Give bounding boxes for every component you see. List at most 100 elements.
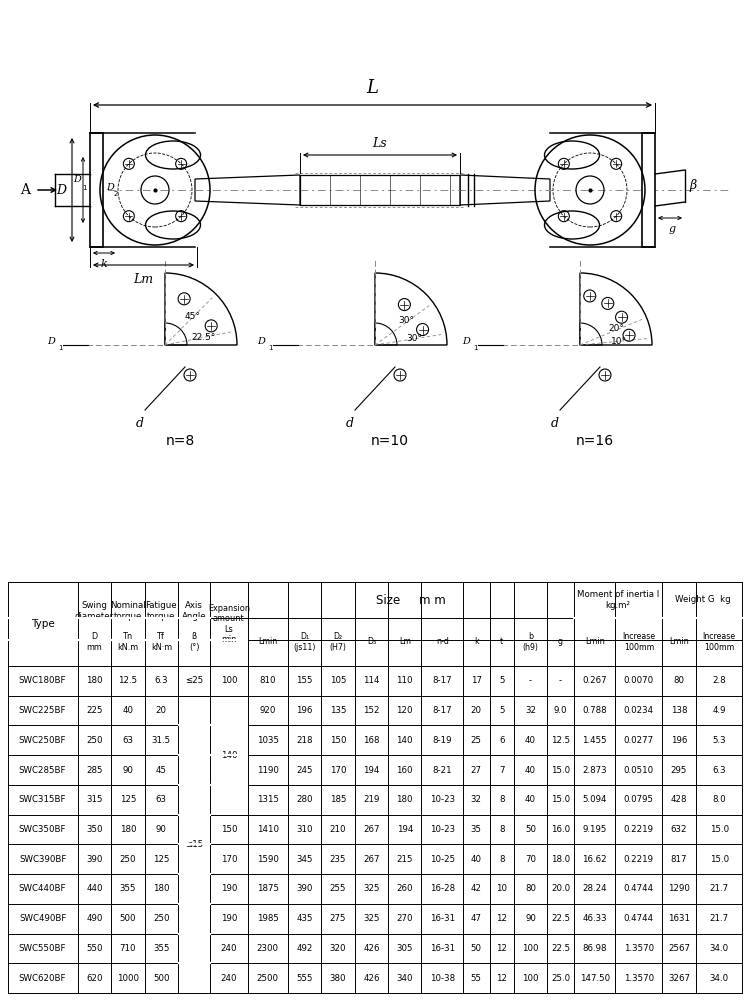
Text: k: k xyxy=(474,638,478,647)
Text: Size     m m: Size m m xyxy=(376,593,446,606)
Text: 267: 267 xyxy=(363,825,380,834)
Text: 28.24: 28.24 xyxy=(583,884,607,893)
Text: 1.3570: 1.3570 xyxy=(624,974,654,983)
Text: 0.0277: 0.0277 xyxy=(624,736,654,745)
Text: 25.0: 25.0 xyxy=(551,974,570,983)
Text: 12: 12 xyxy=(496,974,507,983)
Text: 12.5: 12.5 xyxy=(118,676,137,685)
Text: 920: 920 xyxy=(260,706,276,715)
Text: 168: 168 xyxy=(363,736,380,745)
Text: 390: 390 xyxy=(86,855,103,864)
Text: 0.2219: 0.2219 xyxy=(624,855,654,864)
Text: 0.267: 0.267 xyxy=(583,676,607,685)
Text: 6: 6 xyxy=(499,736,505,745)
Text: 105: 105 xyxy=(330,676,346,685)
Text: 0.0070: 0.0070 xyxy=(624,676,654,685)
Text: 15.0: 15.0 xyxy=(710,825,729,834)
Text: 47: 47 xyxy=(471,914,482,923)
Text: Axis
Angle: Axis Angle xyxy=(182,601,206,621)
Text: 1410: 1410 xyxy=(256,825,279,834)
Text: SWC550BF: SWC550BF xyxy=(19,944,66,953)
Text: 1631: 1631 xyxy=(668,914,690,923)
Text: 8-17: 8-17 xyxy=(433,706,452,715)
Text: 6.3: 6.3 xyxy=(712,766,726,775)
Text: 125: 125 xyxy=(153,855,170,864)
Text: 0.788: 0.788 xyxy=(583,706,607,715)
Text: 275: 275 xyxy=(330,914,346,923)
Text: Increase
100mm: Increase 100mm xyxy=(622,632,656,652)
Text: SWC285BF: SWC285BF xyxy=(19,766,66,775)
Text: 295: 295 xyxy=(670,766,687,775)
Text: 490: 490 xyxy=(86,914,103,923)
Text: β: β xyxy=(689,178,696,192)
Text: 245: 245 xyxy=(296,766,313,775)
Text: 185: 185 xyxy=(330,795,346,804)
Text: 1: 1 xyxy=(82,185,86,191)
Text: 10-38: 10-38 xyxy=(430,974,454,983)
Text: Weight G  kg: Weight G kg xyxy=(674,595,730,604)
Text: 15.0: 15.0 xyxy=(710,855,729,864)
Text: 0.0234: 0.0234 xyxy=(624,706,654,715)
Text: 5.3: 5.3 xyxy=(712,736,726,745)
Text: 40: 40 xyxy=(525,795,536,804)
Text: 63: 63 xyxy=(122,736,134,745)
Text: 20°: 20° xyxy=(608,324,624,333)
Text: Moment of inertia I
kg.m²: Moment of inertia I kg.m² xyxy=(577,590,659,610)
Text: 50: 50 xyxy=(525,825,536,834)
Text: 34.0: 34.0 xyxy=(710,944,729,953)
Text: SWC440BF: SWC440BF xyxy=(19,884,66,893)
Text: 18.0: 18.0 xyxy=(551,855,570,864)
Text: 340: 340 xyxy=(397,974,413,983)
Text: 3267: 3267 xyxy=(668,974,690,983)
Text: 90: 90 xyxy=(525,914,536,923)
Text: d: d xyxy=(136,417,144,430)
Text: 8: 8 xyxy=(499,855,505,864)
Text: 632: 632 xyxy=(670,825,687,834)
Text: Lm: Lm xyxy=(134,273,154,286)
Text: 310: 310 xyxy=(296,825,313,834)
Text: SWC250BF: SWC250BF xyxy=(19,736,66,745)
Text: 32: 32 xyxy=(471,795,482,804)
Text: 40: 40 xyxy=(525,766,536,775)
Text: 22.5: 22.5 xyxy=(551,944,570,953)
Text: 9.195: 9.195 xyxy=(583,825,607,834)
Text: 22.5°: 22.5° xyxy=(192,333,216,342)
Text: 114: 114 xyxy=(363,676,380,685)
Text: 5: 5 xyxy=(499,706,505,715)
Text: n-d: n-d xyxy=(436,638,448,647)
Text: SWC350BF: SWC350BF xyxy=(19,825,66,834)
Text: 2: 2 xyxy=(114,191,118,197)
Text: 16.62: 16.62 xyxy=(583,855,607,864)
Text: 426: 426 xyxy=(363,944,380,953)
Ellipse shape xyxy=(146,211,200,239)
Text: 17: 17 xyxy=(471,676,482,685)
Text: Lmin: Lmin xyxy=(669,638,689,647)
Polygon shape xyxy=(642,133,655,247)
Text: g: g xyxy=(558,638,563,647)
Text: 22.5: 22.5 xyxy=(551,914,570,923)
Text: 255: 255 xyxy=(330,884,346,893)
Text: 9.0: 9.0 xyxy=(554,706,567,715)
Text: t: t xyxy=(500,638,503,647)
Text: 285: 285 xyxy=(86,766,103,775)
Text: n=10: n=10 xyxy=(371,434,409,448)
Text: -: - xyxy=(559,676,562,685)
Text: 170: 170 xyxy=(220,855,237,864)
Text: 390: 390 xyxy=(296,884,313,893)
Text: SWC180BF: SWC180BF xyxy=(19,676,66,685)
Text: 27: 27 xyxy=(471,766,482,775)
Text: 1190: 1190 xyxy=(256,766,278,775)
Text: 250: 250 xyxy=(86,736,103,745)
Text: 240: 240 xyxy=(220,944,237,953)
Text: 2300: 2300 xyxy=(256,944,279,953)
Text: d: d xyxy=(551,417,559,430)
Text: Nominal
torque: Nominal torque xyxy=(110,601,146,621)
Text: 0.2219: 0.2219 xyxy=(624,825,654,834)
Text: 40: 40 xyxy=(471,855,482,864)
Text: 2500: 2500 xyxy=(256,974,279,983)
Text: 180: 180 xyxy=(86,676,103,685)
Text: 5.094: 5.094 xyxy=(583,795,607,804)
Text: SWC490BF: SWC490BF xyxy=(19,914,66,923)
Text: 210: 210 xyxy=(330,825,346,834)
Text: 150: 150 xyxy=(220,825,237,834)
